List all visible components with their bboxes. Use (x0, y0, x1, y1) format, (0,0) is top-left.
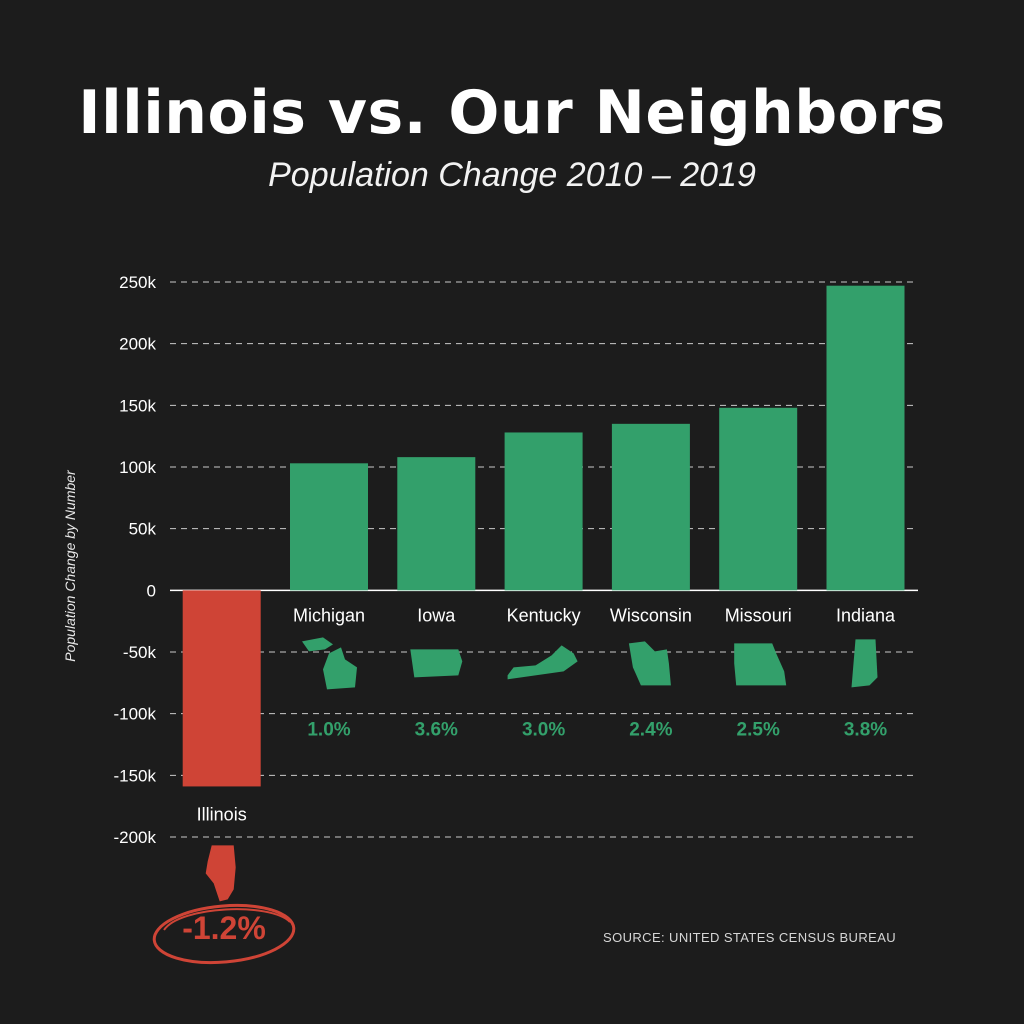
y-tick-label: 250k (119, 273, 156, 292)
y-tick-label: 100k (119, 458, 156, 477)
bar-michigan (290, 463, 368, 591)
category-label: Indiana (836, 605, 896, 625)
category-label: Kentucky (507, 605, 581, 625)
illinois-state-icon (205, 845, 236, 902)
iowa-state-icon (410, 649, 463, 678)
chart-title: Illinois vs. Our Neighbors (78, 78, 946, 148)
category-label: Illinois (197, 804, 247, 824)
y-tick-label: 150k (119, 396, 156, 415)
percent-label: 3.0% (522, 719, 565, 740)
bar-illinois (182, 590, 261, 787)
bar-indiana (826, 285, 905, 591)
category-label: Wisconsin (610, 605, 692, 625)
wisconsin-state-icon (628, 641, 671, 686)
source-note: SOURCE: UNITED STATES CENSUS BUREAU (603, 930, 897, 945)
chart-subtitle: Population Change 2010 – 2019 (268, 156, 756, 194)
category-label: Michigan (293, 605, 365, 625)
category-label: Missouri (725, 605, 792, 625)
y-tick-label: 0 (147, 581, 156, 600)
illinois-percent-label: -1.2% (182, 910, 266, 946)
percent-label: 3.8% (844, 719, 887, 740)
michigan-state-icon (302, 637, 357, 690)
circled-stamp (152, 903, 296, 965)
y-tick-label: -100k (113, 705, 156, 724)
category-label: Iowa (417, 605, 456, 625)
y-tick-label: 50k (129, 520, 157, 539)
percent-label: 1.0% (307, 719, 350, 740)
bar-missouri (719, 407, 798, 591)
y-tick-label: -50k (123, 643, 157, 662)
percent-label: 3.6% (415, 719, 458, 740)
missouri-state-icon (734, 643, 787, 686)
y-tick-label: -200k (113, 828, 156, 847)
y-tick-label: 200k (119, 335, 156, 354)
y-tick-label: -150k (113, 766, 156, 785)
percent-label: 2.4% (629, 719, 672, 740)
bar-iowa (397, 457, 476, 591)
kentucky-state-icon (507, 645, 578, 680)
bar-wisconsin (611, 423, 690, 591)
percent-label: 2.5% (737, 719, 780, 740)
bar-kentucky (504, 432, 583, 591)
indiana-state-icon (851, 639, 878, 688)
